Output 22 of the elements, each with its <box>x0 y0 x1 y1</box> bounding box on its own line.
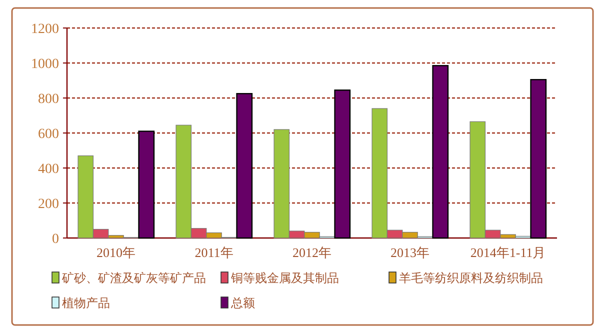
x-tick-label: 2012年 <box>292 245 332 260</box>
legend-label: 矿砂、矿渣及矿灰等矿产品 <box>61 271 206 285</box>
x-tick-label: 2010年 <box>96 245 136 260</box>
legend-label: 植物产品 <box>62 296 110 310</box>
x-tick-label: 2014年1-11月 <box>470 245 546 260</box>
legend-label: 羊毛等纺织原料及纺织制品 <box>399 271 543 285</box>
y-tick-label: 200 <box>38 197 59 212</box>
x-tick-label: 2011年 <box>194 245 234 260</box>
y-tick-label: 0 <box>52 232 59 247</box>
y-tick-label: 1200 <box>31 22 59 37</box>
y-tick-label: 1000 <box>31 57 59 72</box>
bar <box>236 93 253 239</box>
legend-label: 铜等贱金属及其制品 <box>230 271 339 285</box>
x-tick-label: 2013年 <box>390 245 430 260</box>
bar <box>138 130 155 239</box>
y-tick-label: 600 <box>38 127 59 142</box>
bar <box>334 90 351 239</box>
bar <box>530 79 547 239</box>
bar <box>432 65 449 239</box>
y-tick-label: 400 <box>38 162 59 177</box>
legend-label: 总额 <box>230 296 255 310</box>
y-tick-label: 800 <box>38 92 59 107</box>
